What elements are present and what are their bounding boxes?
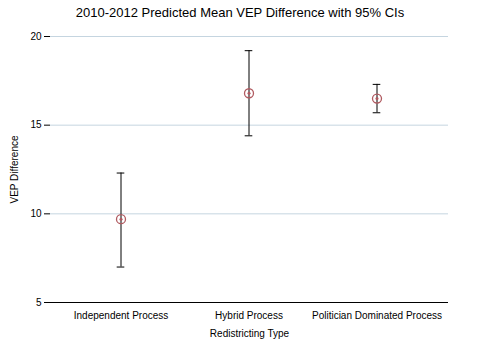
svg-text:10: 10 xyxy=(30,208,42,219)
svg-text:Redistricting Type: Redistricting Type xyxy=(210,328,290,339)
html-text:2010-2012 Predicted Mean VEP D: 2010-2012 Predicted Mean VEP Difference … xyxy=(75,5,405,20)
svg-text:20: 20 xyxy=(30,31,42,42)
svg-text:Independent Process: Independent Process xyxy=(74,310,169,321)
svg-text:VEP Difference: VEP Difference xyxy=(9,135,20,203)
svg-text:5: 5 xyxy=(36,297,42,308)
svg-text:Politician Dominated Process: Politician Dominated Process xyxy=(312,310,442,321)
svg-text:Hybrid Process: Hybrid Process xyxy=(215,310,283,321)
svg-text:15: 15 xyxy=(30,119,42,130)
